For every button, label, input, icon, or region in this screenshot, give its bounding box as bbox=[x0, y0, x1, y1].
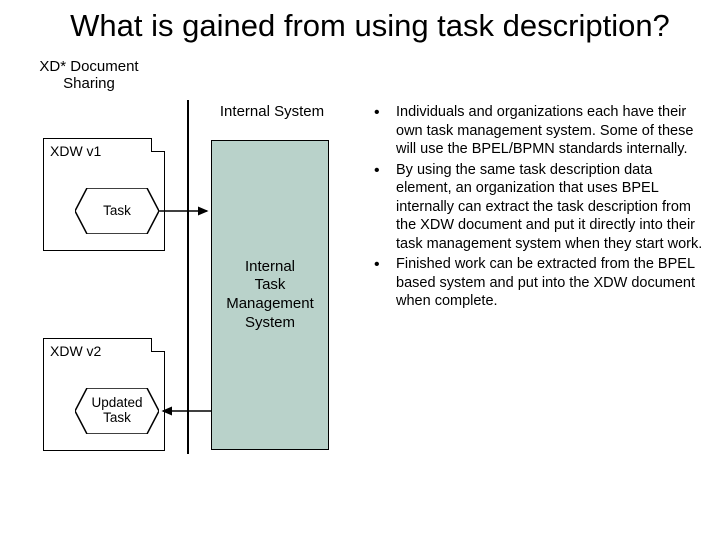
column-divider bbox=[187, 100, 189, 454]
internal-system-label: Internal Task Management System bbox=[226, 258, 314, 333]
internal-system-box: Internal Task Management System bbox=[211, 140, 329, 450]
updated-task-hexagon: Updated Task bbox=[75, 388, 159, 434]
updated-task-label: Updated Task bbox=[91, 396, 142, 426]
page-title: What is gained from using task descripti… bbox=[70, 8, 670, 44]
doc-xdw-v2-label: XDW v2 bbox=[50, 343, 101, 359]
bullet-list: Individuals and organizations each have … bbox=[370, 103, 705, 313]
bullet-item: Individuals and organizations each have … bbox=[370, 103, 705, 159]
doc-fold-icon bbox=[151, 338, 165, 352]
task-hexagon: Task bbox=[75, 188, 159, 234]
doc-fold-icon bbox=[151, 138, 165, 152]
bullet-item: By using the same task description data … bbox=[370, 161, 705, 254]
task-label: Task bbox=[103, 204, 131, 219]
column-label-left: XD* Document Sharing bbox=[24, 58, 154, 92]
bullet-item: Finished work can be extracted from the … bbox=[370, 255, 705, 311]
column-label-right: Internal System bbox=[207, 103, 337, 120]
doc-xdw-v1-label: XDW v1 bbox=[50, 143, 101, 159]
